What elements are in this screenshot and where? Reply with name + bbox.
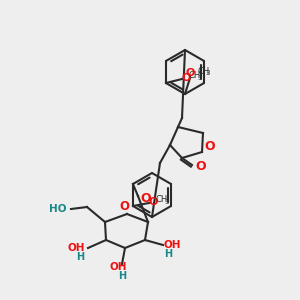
Text: H: H [164, 249, 172, 259]
Text: O: O [204, 140, 214, 152]
Text: CH: CH [189, 71, 201, 80]
Text: CH: CH [197, 67, 209, 76]
Text: HO: HO [49, 204, 67, 214]
Text: 3: 3 [205, 70, 209, 76]
Text: OH: OH [110, 262, 128, 272]
Text: H: H [118, 271, 126, 281]
Text: OH: OH [164, 240, 182, 250]
Text: H: H [76, 252, 84, 262]
Text: O: O [119, 200, 129, 212]
Text: OH: OH [68, 243, 86, 253]
Text: 3: 3 [197, 75, 201, 81]
Text: 3: 3 [164, 199, 168, 205]
Text: CH: CH [156, 196, 168, 205]
Text: O: O [140, 191, 151, 205]
Text: O: O [182, 73, 191, 83]
Text: O: O [149, 197, 158, 207]
Text: O: O [185, 68, 195, 78]
Text: O: O [195, 160, 206, 173]
